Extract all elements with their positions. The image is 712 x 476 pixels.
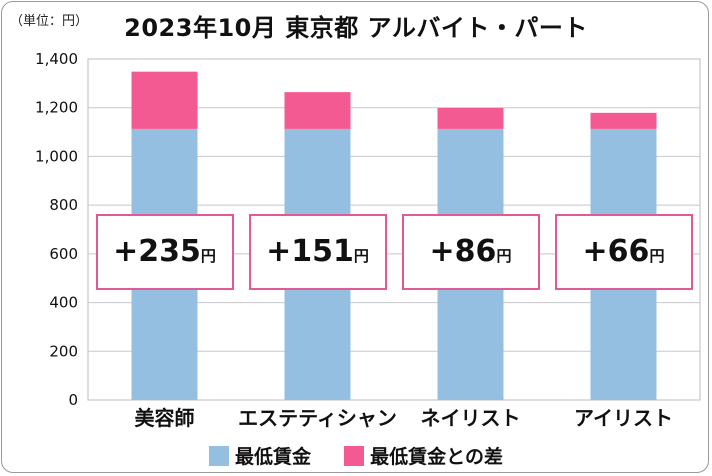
- bar-difference: [131, 71, 198, 129]
- difference-value: +66: [582, 234, 650, 269]
- difference-unit: 円: [649, 247, 665, 265]
- legend: 最低賃金 最低賃金との差: [0, 442, 712, 469]
- legend-label-min-wage: 最低賃金: [235, 446, 312, 468]
- legend-label-difference: 最低賃金との差: [370, 446, 503, 468]
- difference-annotation: +235円: [95, 214, 234, 290]
- y-tick-label: 0: [68, 391, 78, 409]
- legend-swatch-min-wage: [209, 446, 230, 466]
- x-category-label: アイリスト: [574, 406, 673, 430]
- y-tick-label: 1,400: [35, 50, 78, 68]
- y-tick-label: 1,000: [35, 147, 78, 165]
- y-tick-label: 400: [49, 294, 78, 312]
- bar-difference: [437, 107, 504, 129]
- legend-swatch-difference: [344, 446, 365, 466]
- difference-annotation: +66円: [554, 214, 693, 290]
- difference-annotation: +151円: [248, 214, 387, 290]
- difference-unit: 円: [200, 247, 216, 265]
- y-tick-label: 1,200: [35, 99, 78, 117]
- chart-title: 2023年10月 東京都 アルバイト・パート: [124, 14, 588, 42]
- difference-value: +235: [113, 234, 201, 269]
- legend-item-difference: 最低賃金との差: [344, 442, 503, 469]
- plot-area: [87, 58, 701, 401]
- unit-label: （単位：円）: [10, 14, 89, 29]
- difference-value: +151: [266, 234, 354, 269]
- y-tick-label: 800: [49, 196, 78, 214]
- legend-item-min-wage: 最低賃金: [209, 442, 311, 469]
- difference-unit: 円: [496, 247, 512, 265]
- x-category-label: ネイリスト: [420, 406, 521, 430]
- x-category-label: エステティシャン: [238, 406, 397, 430]
- bar-difference: [590, 112, 657, 129]
- difference-annotation: +86円: [401, 214, 540, 290]
- difference-value: +86: [429, 234, 497, 269]
- y-tick-label: 200: [49, 342, 78, 360]
- x-category-label: 美容師: [134, 406, 195, 430]
- y-tick-label: 600: [49, 245, 78, 263]
- difference-unit: 円: [353, 247, 369, 265]
- bar-difference: [284, 92, 351, 129]
